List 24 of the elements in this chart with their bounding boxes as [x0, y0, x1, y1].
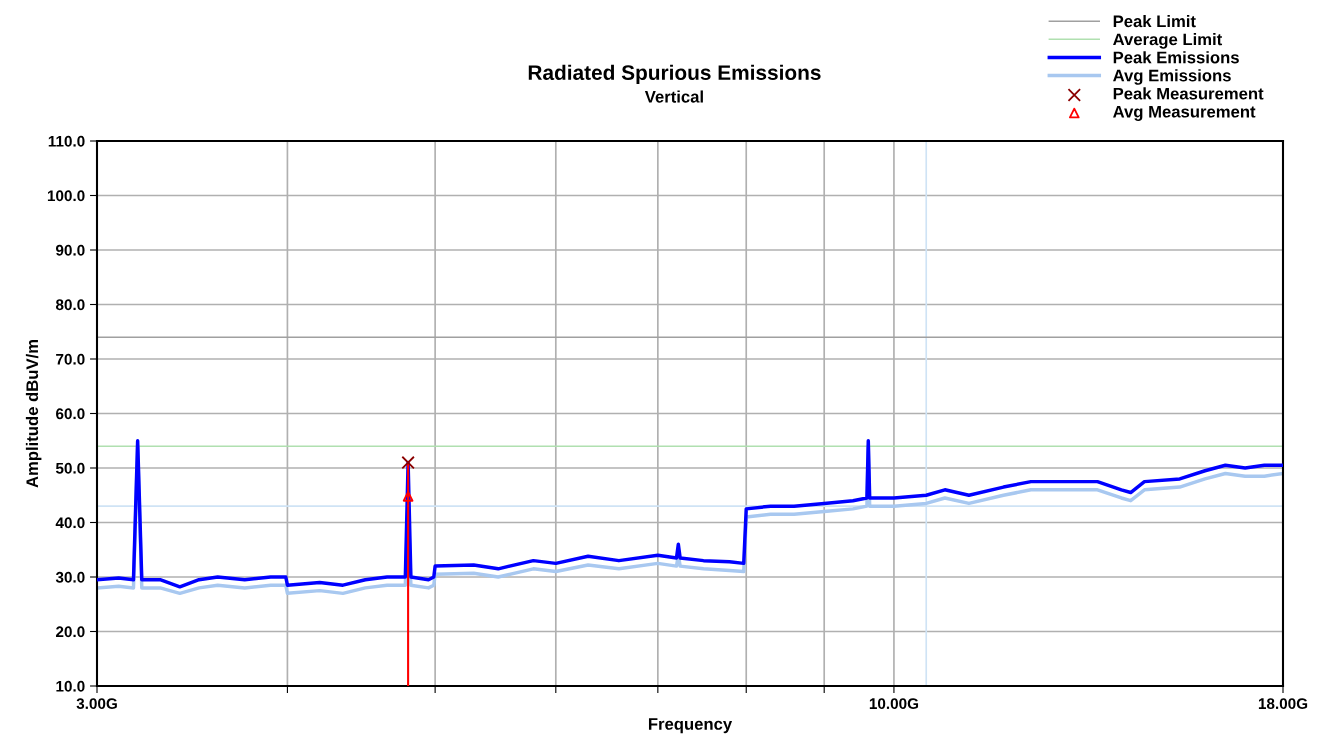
chart-subtitle: Vertical — [644, 90, 703, 103]
y-tick-label: 40.0 — [55, 517, 85, 529]
y-tick-label: 50.0 — [55, 462, 85, 474]
y-axis-title: Amplitude dBuV/m — [25, 339, 42, 488]
y-tick-label: 80.0 — [55, 299, 85, 311]
y-tick-label: 20.0 — [55, 626, 85, 638]
legend-label: Peak Measurement — [1113, 87, 1264, 100]
x-tick-label: 3.00G — [76, 698, 117, 710]
legend-label: Peak Emissions — [1113, 51, 1239, 64]
x-axis-title: Frequency — [648, 718, 733, 734]
chart-title: Radiated Spurious Emissions — [528, 64, 821, 85]
y-tick-label: 30.0 — [55, 571, 85, 583]
legend-label: Peak Limit — [1113, 15, 1196, 28]
x-tick-label: 10.00G — [869, 698, 919, 710]
y-tick-label: 10.0 — [56, 680, 85, 692]
y-tick-label: 90.0 — [55, 244, 85, 256]
legend-label: Avg Measurement — [1113, 105, 1256, 121]
y-tick-label: 100.0 — [47, 190, 85, 202]
y-tick-label: 60.0 — [56, 408, 85, 420]
legend-label: Average Limit — [1113, 33, 1223, 49]
y-tick-label: 110.0 — [48, 135, 85, 147]
legend-label: Avg Emissions — [1113, 69, 1231, 85]
x-tick-label: 18.00G — [1258, 698, 1308, 710]
y-tick-label: 70.0 — [56, 353, 85, 365]
